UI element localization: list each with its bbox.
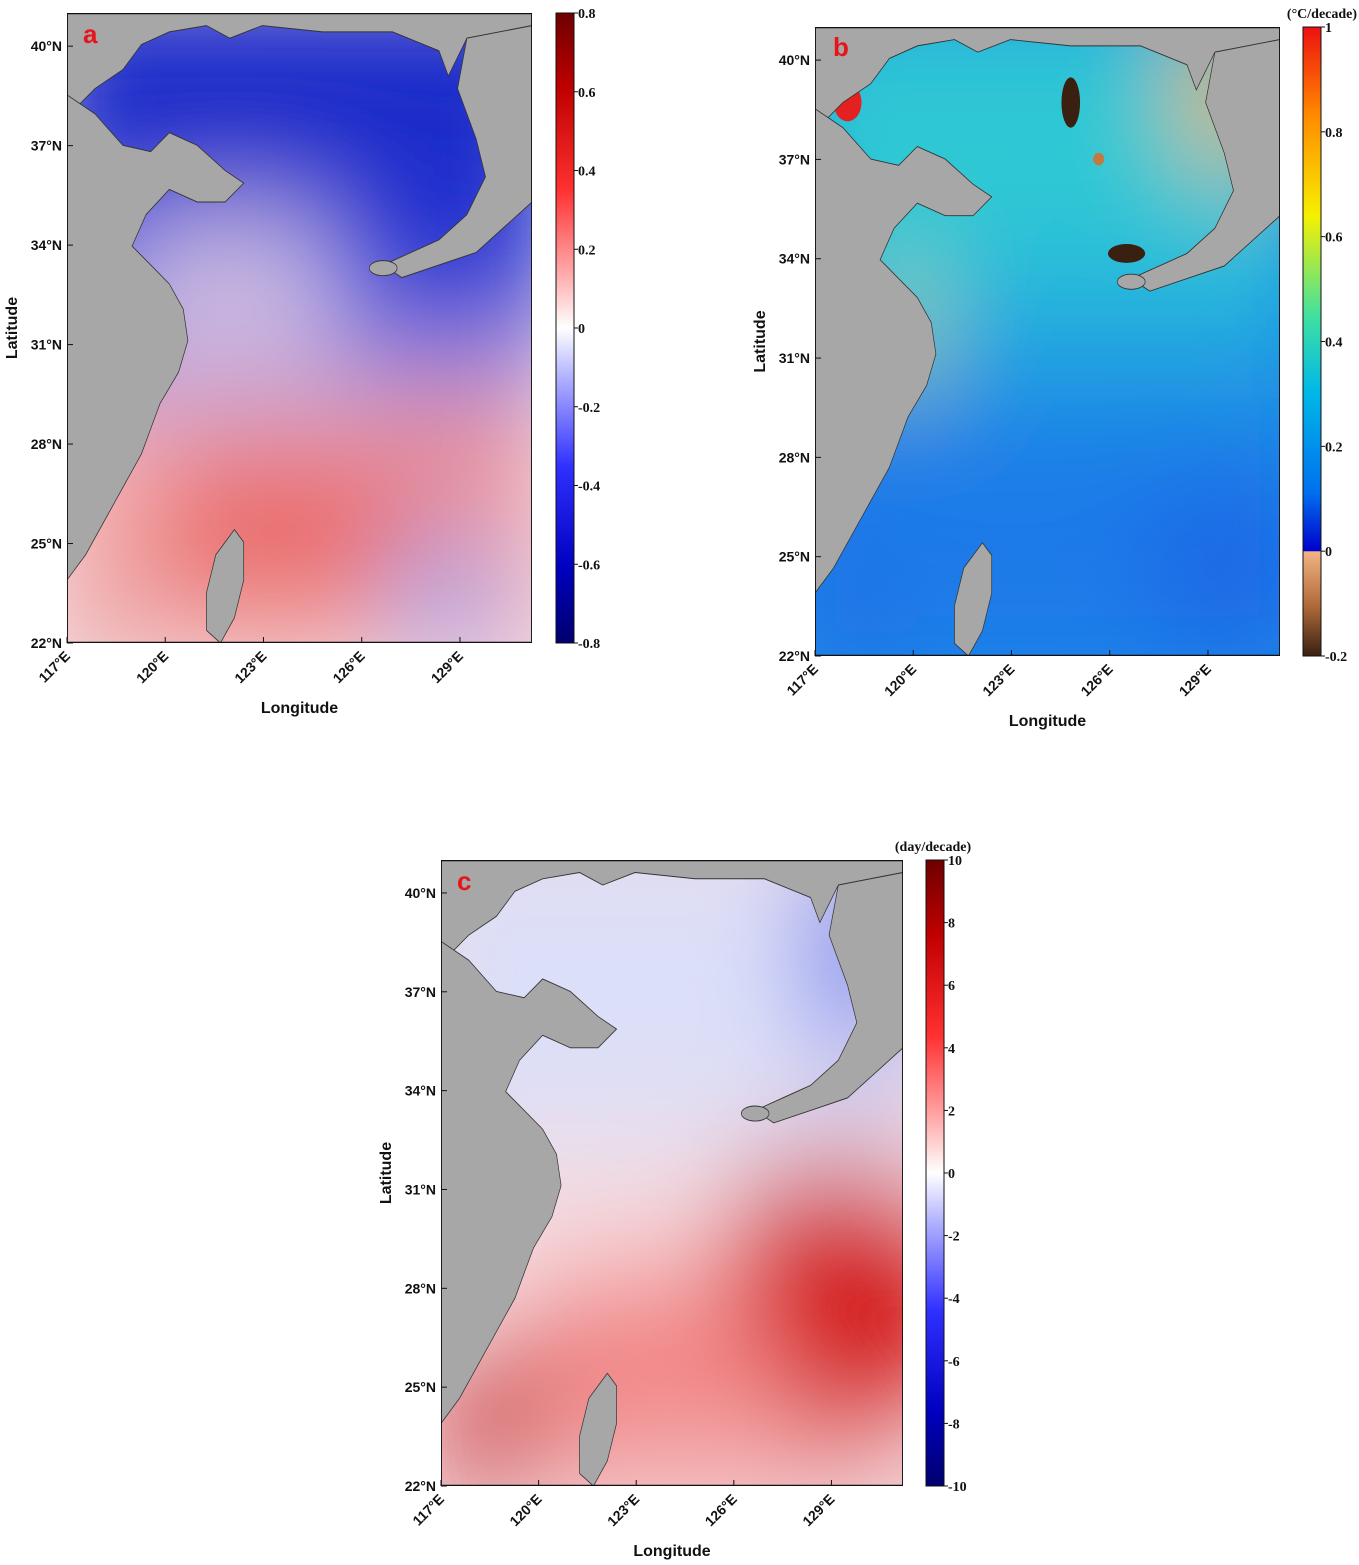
panel-a: a 117°E 120°E 123°E 126°E 129°E 22°N 25°N 28°N 3… [4, 7, 600, 717]
colorbar-c [925, 859, 945, 1487]
colorbar-tick-label: -6 [948, 1355, 960, 1370]
colorbar-tick-label: 6 [948, 979, 955, 994]
colorbar-tick-label: -8 [948, 1417, 960, 1432]
colorbar-tick-label: -0.2 [1325, 650, 1347, 665]
lon-tick-label: 117°E [35, 648, 73, 686]
lat-tick-label: 34°N [779, 251, 810, 267]
colorbar-tick-label: -0.6 [578, 558, 600, 573]
x-axis-label: Longitude [261, 700, 338, 717]
colorbar-tick-label: 0.6 [578, 86, 596, 101]
colorbar-tick-label: -2 [948, 1230, 960, 1245]
lon-tick-label: 117°E [409, 1491, 447, 1529]
lat-tick-label: 37°N [405, 984, 436, 1000]
lat-tick-label: 31°N [31, 337, 62, 353]
colorbar-tick-label: 0.6 [1325, 231, 1343, 246]
colorbar-tick-label: 0.4 [578, 165, 596, 180]
colorbar-tick-label: 4 [948, 1042, 955, 1057]
y-axis-label: Latitude [752, 310, 769, 372]
lat-tick-label: 40°N [31, 38, 62, 54]
lat-tick-label: 25°N [779, 549, 810, 565]
colorbar-tick-label: 0.8 [578, 7, 596, 22]
lon-tick-label: 126°E [702, 1491, 740, 1529]
lat-tick-label: 28°N [31, 436, 62, 452]
colorbar-tick-label: -0.4 [578, 480, 600, 495]
colorbar-tick-label: -4 [948, 1292, 960, 1307]
lat-tick-label: 31°N [779, 350, 810, 366]
lon-tick-label: 129°E [428, 648, 466, 686]
colorbar-tick-label: 8 [948, 917, 955, 932]
lat-tick-label: 37°N [31, 138, 62, 154]
lon-tick-label: 123°E [979, 661, 1017, 699]
colorbar-tick-label: 0.2 [578, 243, 596, 258]
panel-label-c: c [457, 866, 471, 896]
colorbar-unit-b: (°C/decade) [1287, 7, 1357, 22]
panel-b: b 117°E 120°E 123°E 126°E 129°E 22°N 25°N 28°N 3… [752, 7, 1357, 730]
colorbar-tick-label: 0.2 [1325, 440, 1343, 455]
map-b [815, 27, 1280, 656]
map-c [441, 860, 903, 1486]
lon-tick-label: 123°E [604, 1491, 642, 1529]
map-a [67, 13, 532, 643]
lat-tick-label: 37°N [779, 151, 810, 167]
colorbar-a [555, 12, 575, 644]
lon-tick-label: 120°E [133, 648, 171, 686]
lat-tick-label: 25°N [405, 1379, 436, 1395]
lat-tick-label: 22°N [405, 1478, 436, 1494]
panel-c: c 117°E 120°E 123°E 126°E 129°E 22°N 25°N 28°N 3… [378, 840, 972, 1560]
colorbar-tick-label: 0.4 [1325, 336, 1343, 351]
lon-tick-label: 126°E [1077, 661, 1115, 699]
lat-tick-label: 40°N [405, 885, 436, 901]
colorbar-tick-label: -10 [948, 1480, 967, 1495]
y-axis-label: Latitude [4, 297, 21, 359]
lat-tick-label: 34°N [31, 237, 62, 253]
lat-tick-label: 34°N [405, 1083, 436, 1099]
lat-tick-label: 22°N [779, 648, 810, 664]
lon-tick-label: 129°E [799, 1491, 837, 1529]
y-axis-label: Latitude [378, 1142, 395, 1204]
colorbar-tick-label: 0 [948, 1167, 955, 1182]
lat-tick-label: 40°N [779, 52, 810, 68]
lon-tick-label: 123°E [231, 648, 269, 686]
lat-tick-label: 28°N [405, 1280, 436, 1296]
colorbar-tick-label: -0.8 [578, 637, 600, 652]
lat-tick-label: 31°N [405, 1181, 436, 1197]
lat-tick-label: 28°N [779, 449, 810, 465]
lon-tick-label: 117°E [783, 661, 821, 699]
x-axis-label: Longitude [1009, 713, 1086, 730]
x-axis-label: Longitude [633, 1543, 710, 1560]
colorbar-tick-label: -0.2 [578, 401, 600, 416]
colorbar-tick-label: 0 [1325, 545, 1332, 560]
lon-tick-label: 120°E [506, 1491, 544, 1529]
colorbar-tick-label: 2 [948, 1104, 955, 1119]
colorbar-unit-c: (day/decade) [895, 840, 972, 855]
lat-tick-label: 25°N [31, 536, 62, 552]
colorbar-tick-label: 10 [948, 854, 962, 869]
colorbar-b [1302, 26, 1322, 657]
lon-tick-label: 120°E [881, 661, 919, 699]
lat-tick-label: 22°N [31, 635, 62, 651]
colorbar-tick-label: 0.8 [1325, 126, 1343, 141]
lon-tick-label: 126°E [329, 648, 367, 686]
panel-label-b: b [833, 32, 849, 62]
colorbar-tick-label: 1 [1325, 21, 1332, 36]
colorbar-tick-label: 0 [578, 322, 585, 337]
lon-tick-label: 129°E [1176, 661, 1214, 699]
panel-label-a: a [83, 19, 98, 49]
